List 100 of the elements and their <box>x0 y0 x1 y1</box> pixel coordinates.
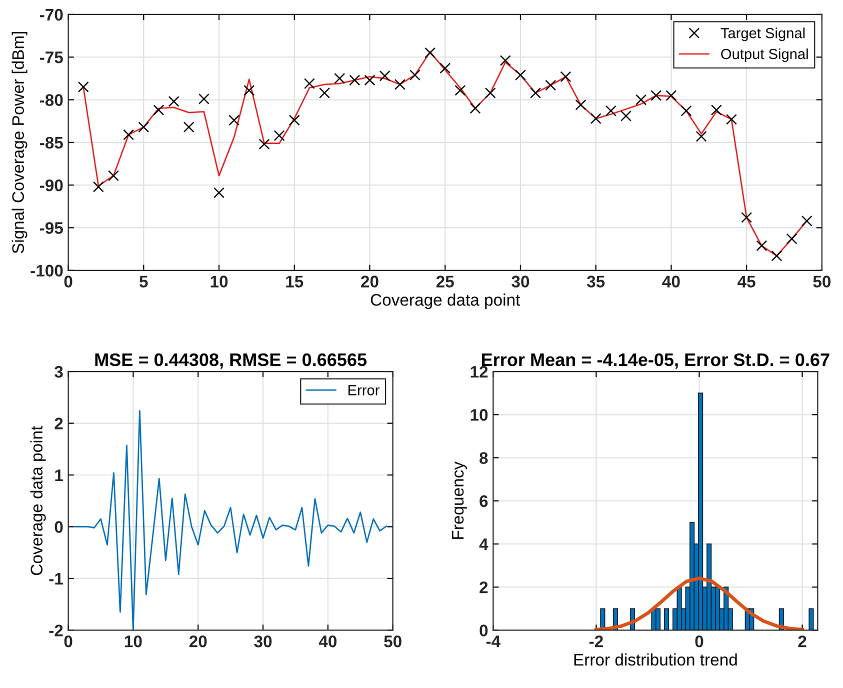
y-tick-label: 0 <box>54 521 63 533</box>
point <box>786 233 798 244</box>
point <box>575 99 586 110</box>
y-tick-label: 4 <box>479 538 488 550</box>
x-tick-label: 0 <box>64 636 72 648</box>
y-tick-label: 8 <box>480 452 488 464</box>
point <box>364 74 376 86</box>
x-tick-label: 30 <box>254 636 272 648</box>
y-tick-label: 10 <box>470 409 488 421</box>
x-tick-label: 15 <box>286 276 304 288</box>
y-tick-label: -1 <box>49 573 63 585</box>
x-axis-title: Error distribution trend <box>574 653 737 666</box>
point <box>304 78 315 90</box>
point <box>620 110 632 122</box>
y-tick-label: -90 <box>40 179 63 192</box>
y-tick-label: -100 <box>30 264 63 277</box>
point <box>771 250 782 262</box>
y-tick-label: 6 <box>480 495 488 508</box>
y-tick-label: 2 <box>480 581 488 594</box>
y-tick-label: -95 <box>40 222 63 234</box>
legend-label: Output Signal <box>721 48 808 62</box>
point <box>680 105 692 116</box>
y-tick-label: 3 <box>54 366 63 378</box>
point <box>470 102 481 114</box>
point <box>123 129 134 140</box>
point <box>726 114 737 125</box>
x-tick-label: 35 <box>586 276 605 288</box>
point <box>258 138 270 150</box>
point <box>409 70 420 81</box>
x-tick-label: 5 <box>140 276 148 288</box>
point <box>244 84 255 96</box>
point <box>696 130 707 142</box>
point <box>530 87 542 98</box>
point <box>545 80 556 91</box>
point <box>590 113 602 124</box>
point <box>424 47 436 58</box>
x-tick-label: 2 <box>798 636 806 648</box>
x-tick-label: 0 <box>64 276 72 288</box>
point <box>138 122 150 133</box>
point <box>274 130 285 142</box>
y-axis-title: Coverage data point <box>30 426 46 576</box>
point <box>560 71 572 82</box>
point <box>484 87 496 98</box>
x-tick-label: 20 <box>361 276 378 288</box>
point <box>108 170 119 182</box>
x-tick-label: 45 <box>738 276 756 288</box>
y-tick-label: 1 <box>55 470 63 482</box>
point <box>168 96 180 107</box>
point <box>78 81 89 92</box>
y-tick-label: -75 <box>40 52 63 64</box>
point <box>349 74 360 86</box>
y-axis-title: Frequency <box>452 462 467 539</box>
point <box>183 122 194 133</box>
point <box>801 215 812 226</box>
point <box>636 94 647 106</box>
y-tick-label: 2 <box>54 418 63 430</box>
x-tick-label: 25 <box>436 276 454 288</box>
y-tick-label: -70 <box>40 8 63 21</box>
x-tick-label: 0 <box>695 636 704 648</box>
x-tick-label: 50 <box>813 276 831 288</box>
point <box>379 70 390 82</box>
point <box>666 90 677 101</box>
x-tick-label: -4 <box>486 636 500 648</box>
point <box>650 90 662 101</box>
point <box>741 212 752 223</box>
point <box>92 181 104 192</box>
point <box>334 72 346 84</box>
point <box>214 187 224 198</box>
x-tick-label: 10 <box>210 276 228 288</box>
x-axis-title: Coverage data point <box>370 294 520 310</box>
legend-label: Target Signal <box>720 28 805 42</box>
x-tick-label: 40 <box>318 636 337 648</box>
point <box>394 78 406 90</box>
x-tick-label: 10 <box>124 636 142 648</box>
x-tick-label: 40 <box>662 276 680 288</box>
point <box>500 55 511 66</box>
point <box>228 114 240 126</box>
point <box>440 62 451 74</box>
chart-title: MSE = 0.44308, RMSE = 0.66565 <box>95 353 367 369</box>
y-axis-title: Signal Coverage Power [dBm] <box>12 32 28 254</box>
point <box>288 114 300 126</box>
point <box>710 104 722 116</box>
x-tick-label: -2 <box>589 636 603 648</box>
point <box>153 104 164 116</box>
y-tick-label: -2 <box>49 624 63 636</box>
line-series <box>74 410 388 630</box>
point <box>605 105 616 116</box>
x-tick-label: 50 <box>384 636 402 648</box>
line-series <box>594 576 804 630</box>
y-tick-label: 12 <box>470 366 488 378</box>
point <box>319 87 330 98</box>
point <box>756 240 768 252</box>
point <box>454 84 466 96</box>
y-tick-label: -80 <box>40 94 63 106</box>
point <box>514 70 526 81</box>
y-tick-label: -85 <box>40 136 63 149</box>
x-tick-label: 30 <box>512 276 530 288</box>
y-tick-label: 0 <box>480 624 488 636</box>
x-tick-label: 20 <box>189 636 207 648</box>
point <box>198 93 210 104</box>
